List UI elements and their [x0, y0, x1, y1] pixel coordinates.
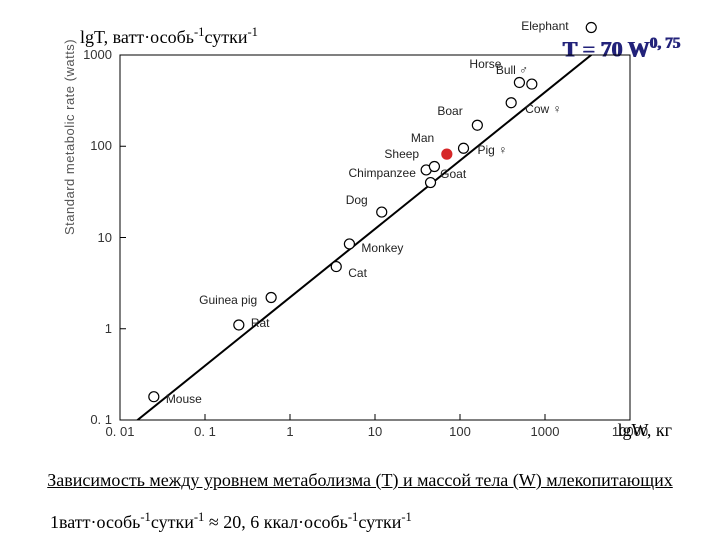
point-label: Pig ♀: [478, 143, 508, 157]
point-label: Monkey: [361, 241, 403, 255]
x-tick-label: 0. 1: [185, 424, 225, 439]
x-tick-label: 10: [355, 424, 395, 439]
y-tick-label: 1000: [72, 47, 112, 62]
point-label: Man: [411, 131, 434, 145]
unit-footnote: 1ватт·особь-1сутки-1 ≈ 20, 6 ккал·особь-…: [50, 510, 412, 533]
point-label: Chimpanzee: [349, 166, 416, 180]
point-label: Elephant: [521, 19, 568, 33]
point-label: Boar: [437, 104, 462, 118]
x-tick-label: 0. 01: [100, 424, 140, 439]
point-label: Cow ♀: [525, 102, 561, 116]
point-label: Cat: [348, 266, 367, 280]
y-tick-label: 10: [72, 230, 112, 245]
chart-caption: Зависимость между уровнем метаболизма (Т…: [0, 470, 720, 491]
x-tick-label: 1: [270, 424, 310, 439]
x-tick-label: 1000: [525, 424, 565, 439]
point-label: Sheep: [384, 147, 419, 161]
x-tick-label: 100: [440, 424, 480, 439]
y-tick-label: 100: [72, 138, 112, 153]
x-axis-title: lgW, кг: [618, 420, 672, 441]
chart-canvas: lgT, ватт·особь-1сутки-1 T = 70 W0, 75 S…: [0, 0, 720, 540]
point-label: Horse: [469, 57, 501, 71]
y-tick-label: 1: [72, 321, 112, 336]
point-label: Guinea pig: [199, 293, 257, 307]
point-label: Dog: [346, 193, 368, 207]
point-label: Rat: [251, 316, 270, 330]
point-label: Mouse: [166, 392, 202, 406]
point-label: Goat: [440, 167, 466, 181]
